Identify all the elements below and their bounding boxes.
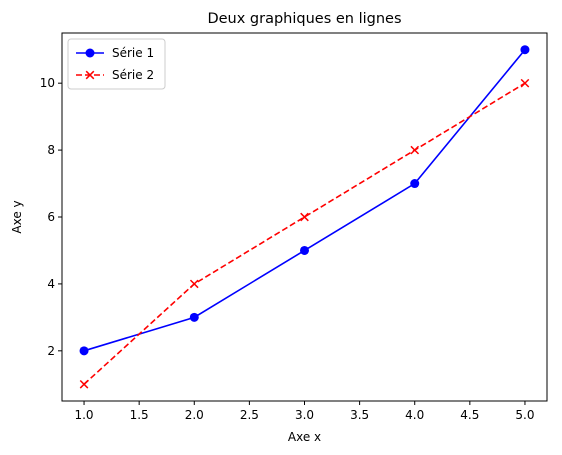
series-2-point [79,379,89,389]
x-marker-stroke [85,70,95,80]
series-2-point [410,145,420,155]
x-tick-label: 5.0 [515,408,534,422]
x-tick-label: 2.5 [240,408,259,422]
series-2-point [189,279,199,289]
x-tick-label: 1.0 [74,408,93,422]
x-tick-label: 1.5 [130,408,149,422]
series-2-point [520,78,530,88]
x-marker-stroke [300,212,309,222]
legend-item-1: Série 1 [76,46,154,60]
legend-label: Série 1 [112,46,154,60]
x-tick-label: 3.0 [295,408,314,422]
y-tick-label: 10 [40,76,55,90]
y-tick-label: 6 [47,210,55,224]
y-tick-label: 4 [47,277,55,291]
series-1-point [410,179,420,189]
x-tick-label: 2.0 [185,408,204,422]
x-marker-stroke [79,379,89,389]
x-tick-label: 4.0 [405,408,424,422]
chart-title: Deux graphiques en lignes [207,11,401,27]
x-tick-label: 3.5 [350,408,369,422]
series-1-point [520,45,530,55]
x-marker-stroke [189,279,199,289]
series-layer [79,45,530,389]
series-2 [79,78,530,389]
series-2-point [300,212,309,222]
y-tick-label: 8 [47,143,55,157]
y-axis: 2 4 6 8 10 [40,76,62,358]
legend-label: Série 2 [112,68,154,82]
legend-item-2: Série 2 [76,68,154,82]
series-1-point [189,312,199,322]
legend: Série 1 Série 2 [67,38,166,90]
x-axis: 1.0 1.5 2.0 2.5 3.0 3.5 4.0 4.5 5.0 [74,401,535,422]
series-2-line [83,82,526,385]
legend-marker-sample [85,48,95,58]
x-axis-title: Axe x [288,430,321,444]
y-tick-label: 2 [47,344,55,358]
series-1 [79,45,530,356]
legend-marker-sample [85,70,95,80]
y-axis-title: Axe y [10,200,24,233]
x-marker-stroke [520,78,530,88]
x-marker-stroke [410,145,420,155]
series-1-line [83,49,526,352]
x-tick-label: 4.5 [460,408,479,422]
series-1-point [79,346,89,356]
series-1-point [300,245,309,255]
